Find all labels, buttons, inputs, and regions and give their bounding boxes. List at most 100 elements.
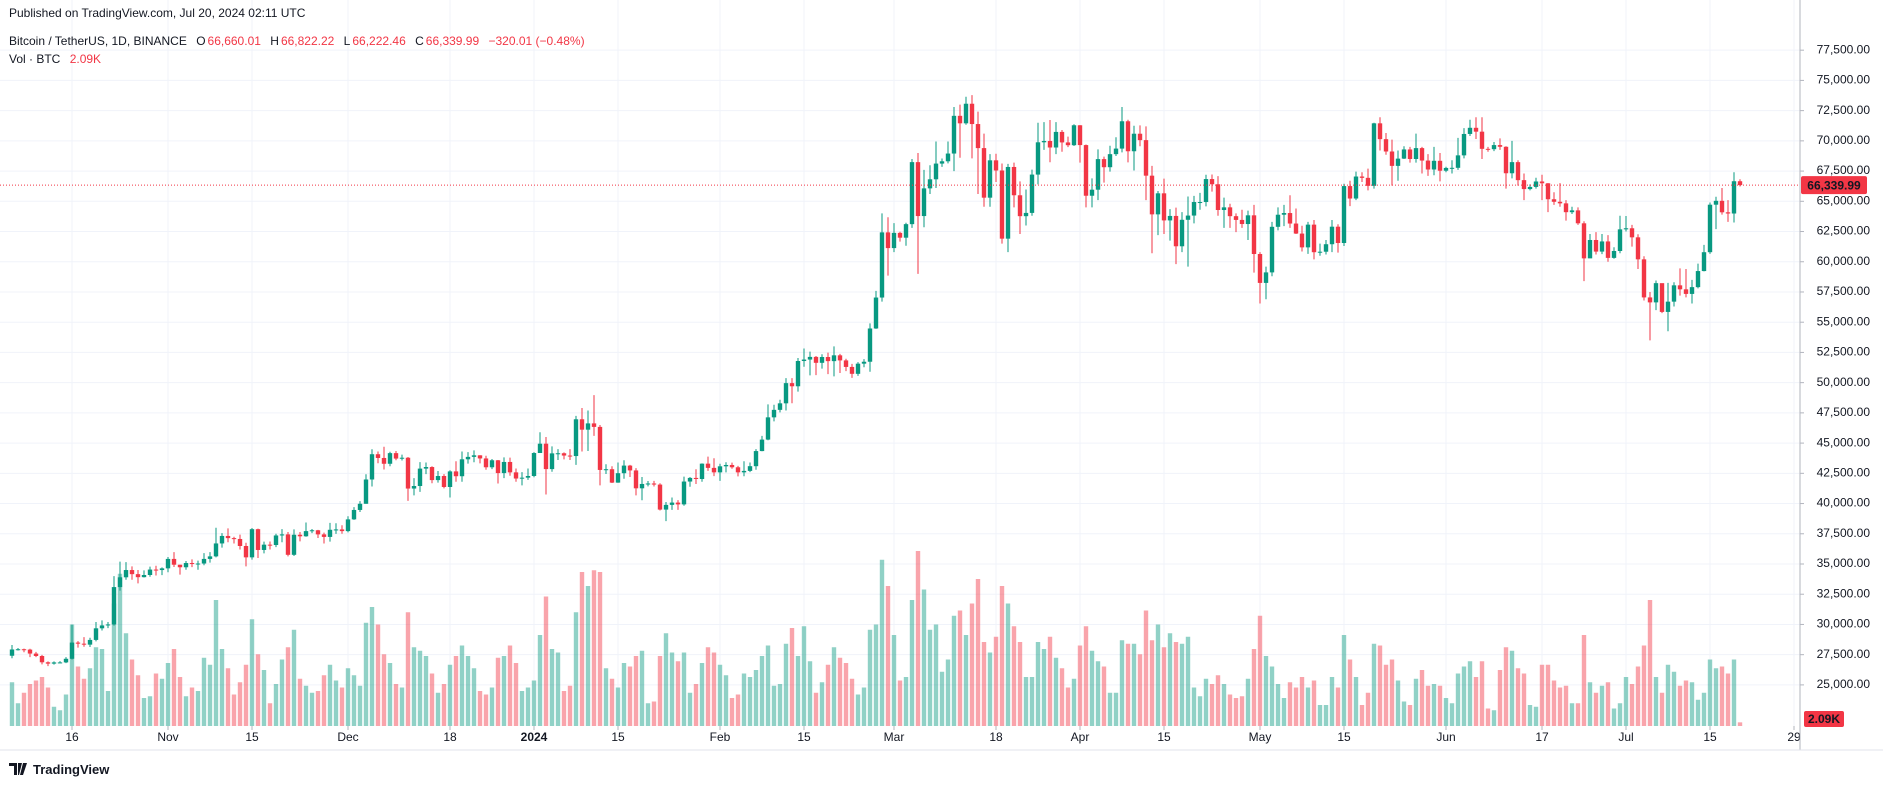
candle-body [945,153,951,162]
candle-body [1029,174,1035,213]
volume-bar [573,612,579,726]
volume-bar [453,656,459,726]
x-tick-label: Mar [884,730,905,744]
candle-body [495,460,501,474]
volume-bar [519,691,525,726]
candle-body [153,569,159,571]
volume-bar [1515,668,1521,726]
candle-body [177,564,183,568]
volume-bar [579,572,585,726]
candle-body [447,471,453,487]
candle-body [1677,285,1683,290]
volume-bar [483,694,489,726]
volume-bar [9,682,15,726]
volume-bar [1641,645,1647,726]
volume-bar [837,657,843,726]
volume-bar [1365,692,1371,726]
volume-bar [987,652,993,726]
volume-bar [93,647,99,726]
volume-bar [585,586,591,726]
candle-body [471,455,477,457]
volume-bar [1629,684,1635,726]
volume-bar [963,635,969,726]
footer-brand: TradingView [33,762,110,777]
x-tick-label: 18 [989,730,1003,744]
volume-bar [873,624,879,726]
candle-body [1233,216,1239,220]
candle-body [285,534,291,555]
volume-bar [411,647,417,726]
volume-bar [279,659,285,726]
volume-bar [381,654,387,726]
last-price-box [1801,176,1867,195]
candle-body [1491,145,1497,150]
volume-bar [555,652,561,726]
candle-body [1197,202,1203,204]
legend-symbol: Bitcoin / TetherUS, 1D, BINANCE [9,34,187,48]
volume-bar [1455,673,1461,726]
candle-body [741,470,747,473]
volume-bar [777,684,783,726]
candle-body [1143,140,1149,176]
candle-body [1077,125,1083,146]
candle-body [1275,214,1281,227]
candle-body [1737,181,1743,186]
volume-bar [1695,699,1701,726]
volume-bar [1581,635,1587,726]
volume-bar [1665,664,1671,726]
y-tick-label: 65,000.00 [1817,193,1871,207]
volume-bar [513,663,519,726]
candle-body [1479,131,1485,149]
volume-bar [1071,678,1077,726]
volume-bar [1101,666,1107,726]
volume-bar [1059,668,1065,726]
candle-body [1023,212,1029,217]
volume-bar [549,649,555,726]
volume-bar [1329,677,1335,726]
candle-body [1575,210,1581,224]
candle-body [1395,158,1401,166]
candle-body [1707,204,1713,253]
candle-body [513,472,519,479]
candle-body [429,467,435,481]
candle-body [603,469,609,471]
volume-bar [1179,643,1185,726]
candle-body [1125,121,1131,152]
volume-bar [363,622,369,726]
candle-body [183,563,189,568]
candle-body [405,457,411,489]
candle-body [75,642,81,644]
candle-body [1437,160,1443,171]
candle-body [729,464,735,468]
candle-body [1671,285,1677,302]
candle-body [1119,121,1125,149]
volume-bar [1563,685,1569,726]
y-tick-label: 37,500.00 [1817,526,1871,540]
candle-body [129,570,135,575]
volume-bar [303,685,309,726]
volume-label-box [1804,711,1844,727]
volume-bar [921,589,927,726]
volume-bar [1527,705,1533,726]
candle-body [891,232,897,249]
volume-bar [429,673,435,726]
footer-logo [9,763,27,775]
candle-body [1659,283,1665,312]
candle-body [1473,127,1479,132]
candle-body [213,543,219,557]
volume-bar [405,612,411,726]
volume-bar [69,624,75,726]
candle-body [477,455,483,459]
volume-bar [537,635,543,726]
x-tick-label: 15 [797,730,811,744]
candle-body [1281,213,1287,215]
candle-body [591,423,597,427]
candle-body [1221,207,1227,211]
candle-body [93,628,99,640]
candle-body [219,535,225,544]
candle-body [1545,183,1551,200]
volume-bar [1263,656,1269,726]
volume-bar [1041,649,1047,726]
volume-bar [969,603,975,726]
candle-body [369,454,375,480]
